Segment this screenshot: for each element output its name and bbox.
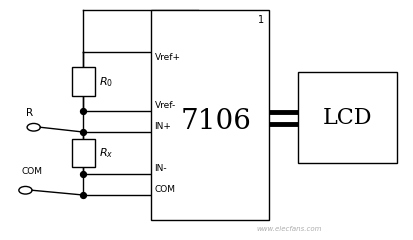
Text: Vref-: Vref- bbox=[154, 101, 176, 110]
Text: $R_0$: $R_0$ bbox=[98, 75, 112, 89]
Point bbox=[80, 172, 86, 176]
Text: R: R bbox=[26, 108, 33, 118]
Bar bbox=[72, 139, 94, 167]
Point bbox=[80, 193, 86, 197]
Bar bbox=[151, 10, 268, 220]
Bar bbox=[72, 67, 94, 96]
Bar bbox=[297, 72, 396, 163]
Text: 7106: 7106 bbox=[180, 108, 251, 135]
Text: IN-: IN- bbox=[154, 164, 167, 173]
Text: IN+: IN+ bbox=[154, 122, 171, 131]
Text: LCD: LCD bbox=[322, 107, 371, 129]
Point bbox=[80, 109, 86, 113]
Point bbox=[80, 130, 86, 134]
Text: www.elecfans.com: www.elecfans.com bbox=[256, 226, 321, 232]
Text: 1: 1 bbox=[257, 15, 263, 25]
Text: $R_x$: $R_x$ bbox=[98, 146, 113, 160]
Text: COM: COM bbox=[21, 167, 42, 176]
Text: Vref+: Vref+ bbox=[154, 53, 180, 61]
Text: COM: COM bbox=[154, 185, 175, 194]
